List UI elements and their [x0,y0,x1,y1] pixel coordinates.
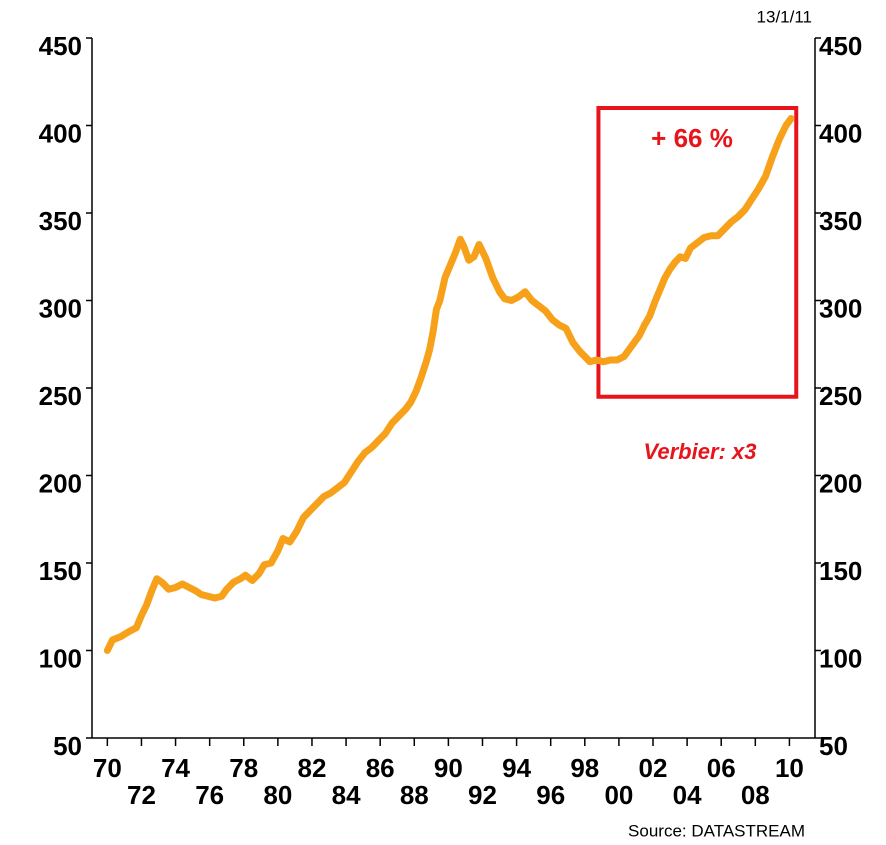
y-tick-label: 200 [39,468,82,498]
y2-tick-label: 150 [819,556,862,586]
x-tick-label: 00 [604,780,633,810]
x-tick-label: 80 [263,780,292,810]
y2-tick-label: 400 [819,118,862,148]
x-tick-label: 94 [502,753,531,783]
y-tick-label: 150 [39,556,82,586]
x-tick-label: 78 [229,753,258,783]
x-tick-label: 92 [468,780,497,810]
y-tick-label: 250 [39,381,82,411]
y2-tick-label: 100 [819,643,862,673]
x-tick-label: 82 [298,753,327,783]
line [103,115,795,654]
y-tick-label: 300 [39,293,82,323]
x-tick-label: 74 [161,753,190,783]
date: 13/1/11 [757,7,812,26]
y2-tick-label: 300 [819,293,862,323]
y2-tick-label: 50 [819,731,848,761]
x-tick-label: 10 [775,753,804,783]
x-tick-label: 08 [741,780,770,810]
x-tick-label: 76 [195,780,224,810]
x-tick-label: 98 [570,753,599,783]
x-tick-label: 84 [332,780,361,810]
highlight-box [596,106,799,399]
y-tick-label: 100 [39,643,82,673]
x-tick-label: 02 [639,753,668,783]
x-tick-label: 88 [400,780,429,810]
y-tick-label: 450 [39,31,82,61]
x-tick-label: 04 [673,780,702,810]
annotation: Verbier: x3 [644,439,757,464]
y-tick-label: 350 [39,206,82,236]
y2-tick-label: 450 [819,31,862,61]
x-tick-label: 86 [366,753,395,783]
annotation: + 66 % [651,123,733,153]
y2-tick-label: 250 [819,381,862,411]
x-tick-label: 72 [127,780,156,810]
x-tick-label: 70 [93,753,122,783]
y2-tick-label: 350 [819,206,862,236]
y-tick-label: 50 [53,731,82,761]
y2-tick-label: 200 [819,468,862,498]
x-tick-label: 96 [536,780,565,810]
x-tick-label: 90 [434,753,463,783]
source: Source: DATASTREAM [628,821,805,840]
y-tick-label: 400 [39,118,82,148]
x-tick-label: 06 [707,753,736,783]
